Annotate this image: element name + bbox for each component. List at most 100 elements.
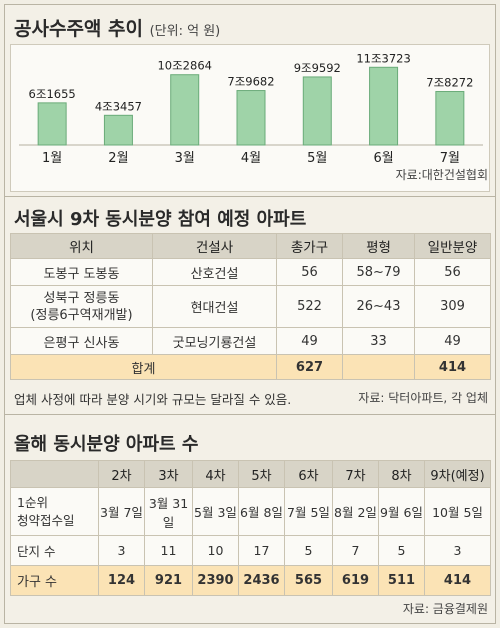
table1-total-row: 합계 627 414 (10, 354, 491, 380)
data-label: 9조9592 (294, 61, 341, 75)
table2-cell: 921 (144, 565, 193, 596)
table2-header: 8차 (378, 460, 425, 488)
table1-total-empty (342, 354, 415, 380)
x-tick-label: 1월 (42, 151, 62, 166)
table1-source: 자료: 닥터아파트, 각 업체 (358, 391, 488, 405)
table1-total-label: 합계 (10, 354, 277, 380)
table2-header: 5차 (238, 460, 285, 488)
table2-cell: 5 (378, 535, 425, 566)
chart-title: 공사수주액 추이 (단위: 억 원) (14, 14, 220, 41)
bar-1월 (37, 102, 67, 146)
chart-title-text: 공사수주액 추이 (14, 18, 143, 40)
data-label: 7조9682 (227, 75, 274, 89)
table2-row-label: 단지 수 (10, 535, 99, 566)
bar-4월 (236, 90, 266, 146)
table2-cell: 3 (98, 535, 145, 566)
table2-header-corner (10, 460, 99, 488)
table1-cell: 33 (342, 327, 415, 355)
bar-5월 (302, 76, 332, 146)
table2-cell: 5 (284, 535, 333, 566)
table2-title: 올해 동시분양 아파트 수 (14, 434, 199, 455)
bar-6월 (369, 66, 399, 146)
table2-cell: 3월 31일 (144, 487, 193, 536)
table-row: 1순위 청약접수일 3월 7일 3월 31일 5월 3일 6월 8일 7월 5일… (10, 487, 491, 536)
table2-cell: 11 (144, 535, 193, 566)
bar-2월 (103, 114, 133, 146)
table1-cell: 현대건설 (152, 285, 277, 328)
chart-unit: (단위: 억 원) (149, 24, 221, 39)
table1-header-row: 위치 건설사 총가구 평형 일반분양 (10, 233, 491, 259)
table1-cell: 굿모닝기룡건설 (152, 327, 277, 355)
table-row: 성북구 정릉동 (정릉6구역재개발) 현대건설 522 26~43 309 (10, 285, 491, 328)
table2-header: 9차(예정) (424, 460, 491, 488)
bar-chart: 6조1655 1월 4조3457 2월 10조2864 3월 7조9682 4월 9조9592 5… (19, 51, 483, 166)
table2-cell: 7월 5일 (284, 487, 333, 536)
divider-2 (4, 414, 496, 415)
table2-row-label: 가구 수 (10, 565, 99, 596)
table2-cell: 619 (332, 565, 379, 596)
data-label: 7조8272 (426, 76, 473, 90)
table2-cell: 6월 8일 (238, 487, 285, 536)
table2-cell: 9월 6일 (378, 487, 425, 536)
table2-cell: 511 (378, 565, 425, 596)
table2-cell: 10월 5일 (424, 487, 491, 536)
table2-cell: 5월 3일 (192, 487, 239, 536)
table1-title: 서울시 9차 동시분양 참여 예정 아파트 (14, 209, 307, 230)
table2-header: 2차 (98, 460, 145, 488)
table2-cell: 10 (192, 535, 239, 566)
table1-cell: 56 (414, 258, 491, 286)
table1-cell: 49 (414, 327, 491, 355)
data-label: 10조2864 (157, 59, 211, 73)
chart-panel: 6조1655 1월 4조3457 2월 10조2864 3월 7조9682 4월 9조9592 5… (10, 44, 490, 192)
bar-7월 (435, 91, 465, 146)
table2-cell: 8월 2일 (332, 487, 379, 536)
table2-cell: 124 (98, 565, 145, 596)
table2-cell: 2436 (238, 565, 285, 596)
table1-cell: 56 (276, 258, 343, 286)
table1-total-general: 414 (414, 354, 491, 380)
table2-cell: 3 (424, 535, 491, 566)
table1-cell: 도봉구 도봉동 (10, 258, 153, 286)
data-label: 6조1655 (29, 87, 76, 101)
table2-header: 3차 (144, 460, 193, 488)
table2-cell: 565 (284, 565, 333, 596)
x-tick-label: 2월 (108, 151, 128, 166)
table1-cell: 58~79 (342, 258, 415, 286)
table1-header-size: 평형 (342, 233, 415, 259)
table1-header-households: 총가구 (276, 233, 343, 259)
table2-cell: 2390 (192, 565, 239, 596)
table2-cell: 3월 7일 (98, 487, 145, 536)
table-row: 가구 수 124 921 2390 2436 565 619 511 414 (10, 565, 491, 596)
table1-header-general: 일반분양 (414, 233, 491, 259)
table-row: 단지 수 3 11 10 17 5 7 5 3 (10, 535, 491, 566)
table1-header-location: 위치 (10, 233, 153, 259)
table2-header-row: 2차 3차 4차 5차 6차 7차 8차 9차(예정) (10, 460, 491, 488)
table2-header: 7차 (332, 460, 379, 488)
table-row: 도봉구 도봉동 산호건설 56 58~79 56 (10, 258, 491, 286)
table1-cell: 성북구 정릉동 (정릉6구역재개발) (10, 285, 153, 328)
table1: 위치 건설사 총가구 평형 일반분양 도봉구 도봉동 산호건설 56 58~79… (10, 233, 491, 380)
divider-1 (4, 196, 496, 197)
table2-header: 4차 (192, 460, 239, 488)
x-tick-label: 3월 (175, 151, 195, 166)
x-tick-label: 5월 (307, 151, 327, 166)
x-tick-label: 7월 (440, 151, 460, 166)
data-label: 11조3723 (356, 51, 410, 65)
table-row: 은평구 신사동 굿모닝기룡건설 49 33 49 (10, 327, 491, 355)
table1-total-households: 627 (276, 354, 343, 380)
table2: 2차 3차 4차 5차 6차 7차 8차 9차(예정) 1순위 청약접수일 3월… (10, 460, 491, 596)
table1-cell: 26~43 (342, 285, 415, 328)
table1-header-builder: 건설사 (152, 233, 277, 259)
table1-cell: 522 (276, 285, 343, 328)
table2-cell: 7 (332, 535, 379, 566)
table2-row-label: 1순위 청약접수일 (10, 487, 99, 536)
table1-cell: 산호건설 (152, 258, 277, 286)
chart-source: 자료:대한건설협회 (395, 168, 488, 182)
bar-3월 (170, 74, 200, 146)
table2-header: 6차 (284, 460, 333, 488)
data-label: 4조3457 (95, 99, 142, 113)
table1-note: 업체 사정에 따라 분양 시기와 규모는 달라질 수 있음. (14, 392, 292, 407)
x-tick-label: 6월 (373, 151, 393, 166)
table2-cell: 414 (424, 565, 491, 596)
x-tick-label: 4월 (241, 151, 261, 166)
